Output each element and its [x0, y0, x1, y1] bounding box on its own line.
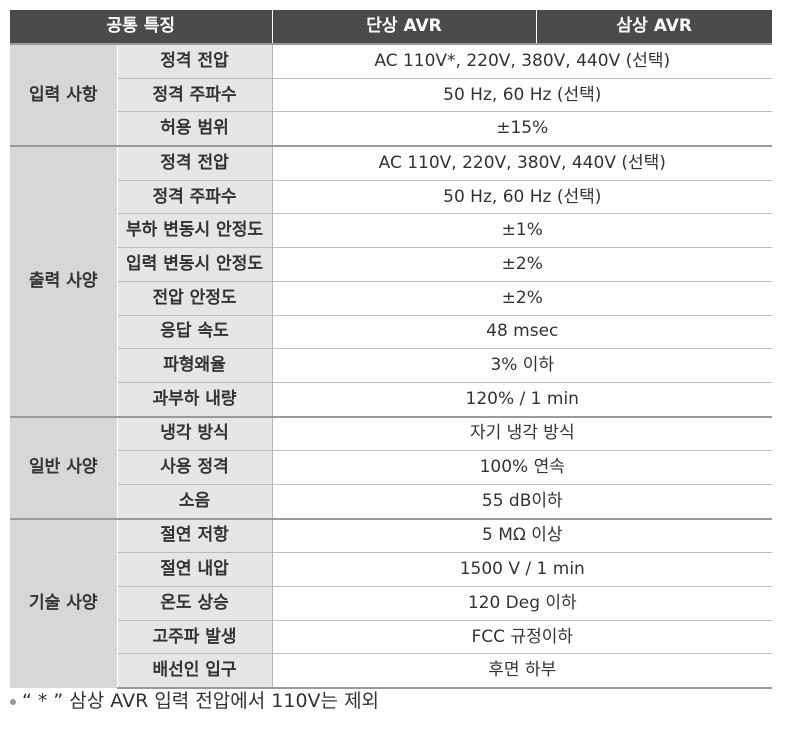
item-label: 부하 변동시 안정도 [117, 213, 273, 248]
item-label: 냉각 방식 [117, 415, 273, 451]
item-label: 전압 안정도 [117, 280, 273, 315]
group-label: 입력 사항 [10, 42, 118, 147]
item-label: 사용 정격 [117, 450, 273, 485]
item-value: ±15% [272, 111, 773, 147]
item-value: 100% 연속 [272, 450, 773, 485]
table-row: 허용 범위 ±15% [10, 111, 773, 147]
item-label: 과부하 내량 [117, 381, 273, 417]
item-value: 후면 하부 [272, 653, 773, 690]
header-common: 공통 특징 [10, 10, 273, 44]
table-row: 파형왜율 3% 이하 [10, 348, 773, 383]
header-three-avr: 삼상 AVR [536, 10, 773, 44]
item-label: 허용 범위 [117, 111, 273, 147]
table-row: 출력 사양 정격 전압 AC 110V, 220V, 380V, 440V (선택) [10, 145, 773, 417]
item-label: 배선인 입구 [117, 653, 273, 690]
table-row: 정격 주파수 50 Hz, 60 Hz (선택) [10, 179, 773, 214]
item-label: 입력 변동시 안정도 [117, 247, 273, 282]
spec-body: 입력 사항 정격 전압 AC 110V*, 220V, 380V, 440V (선택… [10, 42, 773, 690]
item-label: 절연 내압 [117, 552, 273, 587]
item-label: 온도 상승 [117, 586, 273, 621]
table-row: 사용 정격 100% 연속 [10, 450, 773, 485]
header-single-avr: 단상 AVR [272, 10, 537, 44]
group-label: 기술 사양 [10, 517, 118, 689]
item-value: FCC 규정이하 [272, 619, 773, 654]
item-value: 자기 냉각 방식 [272, 415, 773, 451]
item-label: 파형왜율 [117, 348, 273, 383]
table-row: 입력 사항 정격 전압 AC 110V*, 220V, 380V, 440V (선택… [10, 42, 773, 147]
item-value: ±2% [272, 280, 773, 315]
item-value: 3% 이하 [272, 348, 773, 383]
table-row: 응답 속도 48 msec [10, 314, 773, 349]
item-value: 120% / 1 min [272, 381, 773, 417]
item-value: ±1% [272, 213, 773, 248]
footnote-text: “ * ” 삼상 AVR 입력 전압에서 110V는 제외 [22, 690, 380, 712]
item-value: 55 dB이하 [272, 483, 773, 519]
group-label: 일반 사양 [10, 415, 118, 519]
item-value: 5 MΩ 이상 [272, 517, 773, 553]
table-row: 정격 주파수 50 Hz, 60 Hz (선택) [10, 77, 773, 112]
item-value: 48 msec [272, 314, 773, 349]
item-value: 120 Deg 이하 [272, 586, 773, 621]
table-header-row: 공통 특징 단상 AVR 삼상 AVR [10, 10, 773, 44]
bullet-icon [10, 698, 16, 705]
table-row: 입력 변동시 안정도 ±2% [10, 247, 773, 282]
spec-table: 공통 특징 단상 AVR 삼상 AVR 입력 사항 정격 전압 AC 110V*, … [10, 10, 773, 690]
table-row: 배선인 입구 후면 하부 [10, 653, 773, 690]
table-row: 온도 상승 120 Deg 이하 [10, 586, 773, 621]
item-value: 50 Hz, 60 Hz (선택) [272, 77, 773, 112]
item-value: 50 Hz, 60 Hz (선택) [272, 179, 773, 214]
item-label: 정격 주파수 [117, 77, 273, 112]
table-row: 전압 안정도 ±2% [10, 280, 773, 315]
group-label: 출력 사양 [10, 145, 118, 417]
table-row: 소음 55 dB이하 [10, 483, 773, 519]
table-row: 고주파 발생 FCC 규정이하 [10, 619, 773, 654]
item-label: 정격 전압 [117, 145, 273, 181]
table-row: 절연 내압 1500 V / 1 min [10, 552, 773, 587]
item-label: 응답 속도 [117, 314, 273, 349]
table-row: 기술 사양 절연 저항 5 MΩ 이상 [10, 517, 773, 689]
item-label: 소음 [117, 483, 273, 519]
item-label: 고주파 발생 [117, 619, 273, 654]
table-row: 과부하 내량 120% / 1 min [10, 381, 773, 417]
item-value: 1500 V / 1 min [272, 552, 773, 587]
item-value: AC 110V*, 220V, 380V, 440V (선택) [272, 42, 773, 79]
table-row: 일반 사양 냉각 방식 자기 냉각 방식 [10, 415, 773, 519]
item-label: 정격 주파수 [117, 179, 273, 214]
item-value: AC 110V, 220V, 380V, 440V (선택) [272, 145, 773, 181]
item-value: ±2% [272, 247, 773, 282]
item-label: 절연 저항 [117, 517, 273, 553]
item-label: 정격 전압 [117, 42, 273, 79]
table-row: 부하 변동시 안정도 ±1% [10, 213, 773, 248]
footnote: “ * ” 삼상 AVR 입력 전압에서 110V는 제외 [10, 686, 379, 713]
